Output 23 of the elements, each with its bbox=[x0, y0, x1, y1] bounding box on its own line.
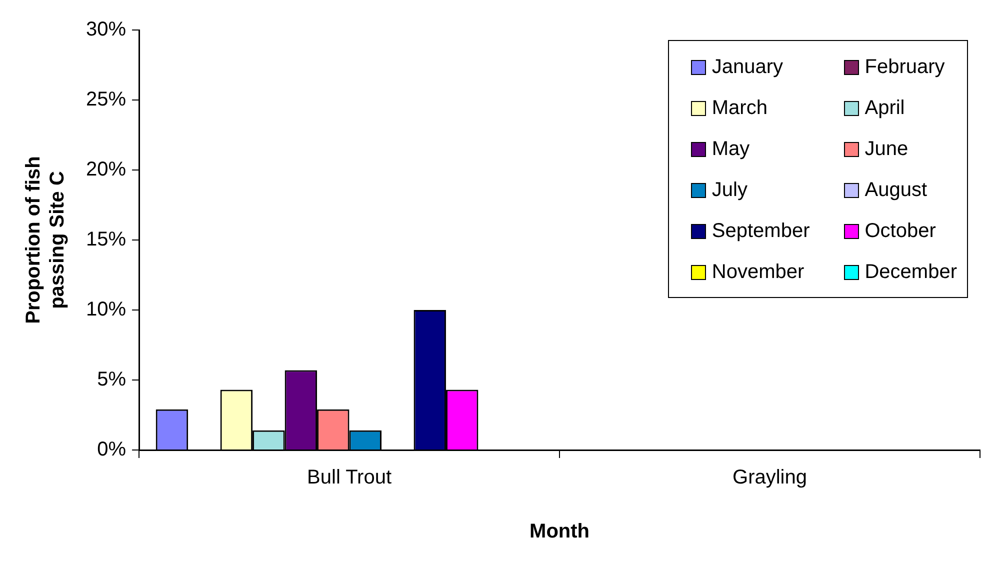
legend-label: September bbox=[712, 220, 810, 243]
x-axis-title: Month bbox=[530, 520, 590, 543]
legend-label: November bbox=[712, 261, 804, 284]
legend-label: December bbox=[864, 261, 957, 284]
x-tick-label: Grayling bbox=[732, 466, 807, 489]
y-tick-label: 20% bbox=[86, 158, 126, 181]
y-tick-label: 0% bbox=[97, 438, 126, 461]
legend-label: October bbox=[864, 220, 936, 243]
legend-label: February bbox=[864, 56, 945, 79]
y-axis-title: Proportion of fish passing Site C bbox=[22, 156, 69, 324]
legend-label: January bbox=[712, 56, 784, 79]
y-tick-label: 5% bbox=[97, 368, 126, 391]
y-tick-label: 25% bbox=[86, 88, 126, 111]
x-tick-label: Bull Trout bbox=[307, 466, 392, 489]
y-tick-label: 15% bbox=[86, 228, 126, 251]
legend-label: July bbox=[712, 179, 748, 202]
legend-label: August bbox=[864, 179, 927, 202]
legend-label: June bbox=[864, 138, 908, 161]
y-tick-label: 30% bbox=[86, 18, 126, 41]
y-tick-label: 10% bbox=[86, 298, 126, 321]
legend-label: March bbox=[712, 97, 768, 120]
legend-label: April bbox=[864, 97, 905, 120]
legend-label: May bbox=[712, 138, 750, 161]
